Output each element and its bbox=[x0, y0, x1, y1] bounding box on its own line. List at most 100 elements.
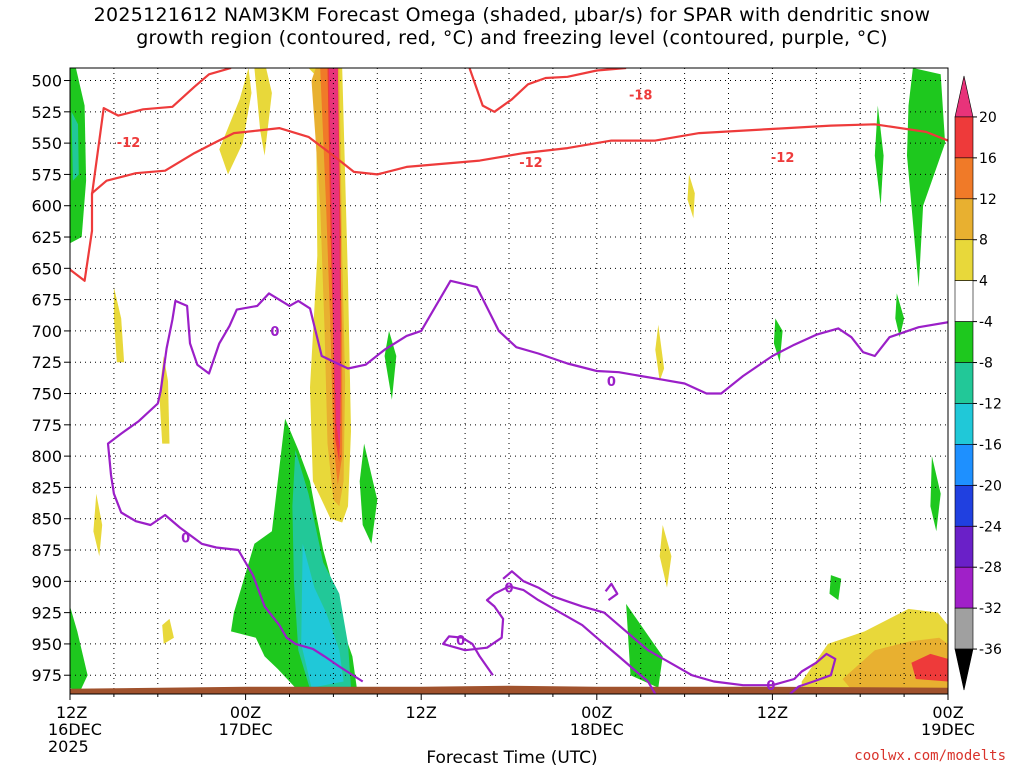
y-tick-label: 575 bbox=[31, 165, 62, 184]
colorbar-bin bbox=[954, 607, 974, 650]
plot-frame bbox=[69, 67, 949, 695]
dendritic-contour bbox=[70, 123, 948, 282]
colorbar-bin bbox=[954, 239, 974, 281]
omega-region-4 bbox=[113, 287, 125, 363]
x-tick-label: 12Z bbox=[757, 703, 788, 722]
freezing-label: 0 bbox=[270, 325, 279, 340]
colorbar-label: 4 bbox=[979, 274, 988, 290]
y-tick-label: 525 bbox=[31, 103, 62, 122]
freezing-level-contour bbox=[604, 582, 619, 601]
chart-title-line-2: growth region (contoured, red, °C) and f… bbox=[136, 27, 888, 49]
colorbar-bin bbox=[954, 280, 974, 322]
colorbar-top-triangle bbox=[954, 75, 974, 118]
colorbar-bottom-triangle bbox=[954, 648, 974, 691]
colorbar-bin bbox=[954, 321, 974, 363]
colorbar-label: -24 bbox=[979, 519, 1002, 535]
omega-region--12 bbox=[301, 543, 344, 688]
colorbar: 20 16 12 8 4 -4 -8 -12 -16 -20 -24 -28 -32 -36 bbox=[954, 75, 1002, 691]
credit-text: coolwx.com/modelts bbox=[854, 748, 1006, 764]
colorbar-bin bbox=[954, 525, 974, 568]
chart-title-line-1: 2025121612 NAM3KM Forecast Omega (shaded… bbox=[93, 4, 931, 26]
colorbar-label: 12 bbox=[979, 192, 997, 208]
omega-region--4 bbox=[930, 456, 941, 532]
colorbar-bin bbox=[954, 485, 974, 527]
omega-region-4 bbox=[687, 174, 695, 219]
x-tick-label: 19DEC bbox=[921, 720, 975, 739]
dendritic-contour bbox=[90, 68, 232, 195]
y-tick-label: 800 bbox=[31, 447, 62, 466]
x-tick-label: 16DEC bbox=[48, 720, 102, 739]
colorbar-label: -20 bbox=[979, 478, 1002, 494]
terrain-surface bbox=[70, 685, 948, 694]
y-tick-label: 975 bbox=[31, 666, 62, 685]
colorbar-label: -12 bbox=[979, 396, 1002, 412]
chart-title: 2025121612 NAM3KM Forecast Omega (shaded… bbox=[0, 4, 1024, 50]
x-tick-label: 12Z bbox=[56, 703, 87, 722]
colorbar-bin bbox=[954, 444, 974, 486]
colorbar-label: -36 bbox=[979, 642, 1002, 658]
colorbar-label: -8 bbox=[979, 356, 993, 372]
y-tick-label: 850 bbox=[31, 510, 62, 529]
omega-region--4 bbox=[874, 105, 884, 206]
colorbar-label: 16 bbox=[979, 151, 997, 167]
y-tick-label: 675 bbox=[31, 291, 62, 310]
omega-region--4 bbox=[907, 68, 946, 288]
freezing-label: 0 bbox=[766, 679, 775, 694]
colorbar-label: -28 bbox=[979, 560, 1002, 576]
dendritic-label: -12 bbox=[519, 156, 543, 171]
omega-region--8 bbox=[71, 111, 79, 181]
y-tick-label: 550 bbox=[31, 134, 62, 153]
omega-region--4 bbox=[359, 443, 378, 544]
colorbar-bin bbox=[954, 403, 974, 445]
y-tick-label: 500 bbox=[31, 72, 62, 91]
colorbar-label: -16 bbox=[979, 437, 1002, 453]
dendritic-label: -12 bbox=[117, 136, 141, 151]
y-tick-label: 750 bbox=[31, 385, 62, 404]
y-tick-label: 775 bbox=[31, 416, 62, 435]
colorbar-bin bbox=[954, 198, 974, 241]
y-tick-label: 825 bbox=[31, 478, 62, 497]
freezing-level-contour bbox=[106, 279, 948, 683]
freezing-label: 0 bbox=[456, 634, 465, 649]
x-tick-label: 00Z bbox=[230, 703, 261, 722]
omega-region--4 bbox=[829, 575, 842, 601]
y-tick-label: 950 bbox=[31, 635, 62, 654]
omega-region-16 bbox=[911, 653, 948, 682]
omega-region-4 bbox=[162, 618, 174, 644]
colorbar-bin bbox=[954, 362, 974, 404]
plot-area: -12 -12 -12 -18 0 0 0 0 0 0 bbox=[70, 68, 948, 694]
dendritic-contour bbox=[468, 68, 627, 113]
colorbar-bin bbox=[954, 116, 974, 159]
omega-region-4 bbox=[219, 68, 252, 175]
omega-region--4 bbox=[70, 606, 88, 694]
x-tick-label: 18DEC bbox=[570, 720, 624, 739]
colorbar-bin bbox=[954, 566, 974, 609]
y-tick-label: 625 bbox=[31, 228, 62, 247]
x-tick-label: 12Z bbox=[406, 703, 437, 722]
colorbar-bin bbox=[954, 157, 974, 200]
x-tick-label: 2025 bbox=[48, 737, 89, 756]
omega-region-20 bbox=[329, 68, 341, 450]
x-axis-label: Forecast Time (UTC) bbox=[426, 748, 598, 768]
freezing-label: 0 bbox=[607, 375, 616, 390]
omega-region-4 bbox=[655, 324, 665, 381]
y-tick-label: 725 bbox=[31, 353, 62, 372]
colorbar-label: 20 bbox=[979, 110, 997, 126]
omega-region--4 bbox=[895, 293, 905, 338]
colorbar-label: -4 bbox=[979, 315, 993, 331]
freezing-level-contour bbox=[502, 570, 837, 694]
y-tick-label: 875 bbox=[31, 541, 62, 560]
omega-region-4 bbox=[659, 525, 672, 588]
omega-region-4 bbox=[93, 493, 103, 557]
colorbar-label: 8 bbox=[979, 233, 988, 249]
x-tick-label: 17DEC bbox=[219, 720, 273, 739]
freezing-label: 0 bbox=[181, 532, 190, 547]
x-tick-label: 00Z bbox=[932, 703, 963, 722]
y-tick-label: 700 bbox=[31, 322, 62, 341]
freezing-label: 0 bbox=[504, 582, 513, 597]
colorbar-label: -32 bbox=[979, 601, 1002, 617]
y-tick-label: 600 bbox=[31, 197, 62, 216]
omega-region-4 bbox=[254, 68, 272, 156]
y-tick-label: 925 bbox=[31, 604, 62, 623]
